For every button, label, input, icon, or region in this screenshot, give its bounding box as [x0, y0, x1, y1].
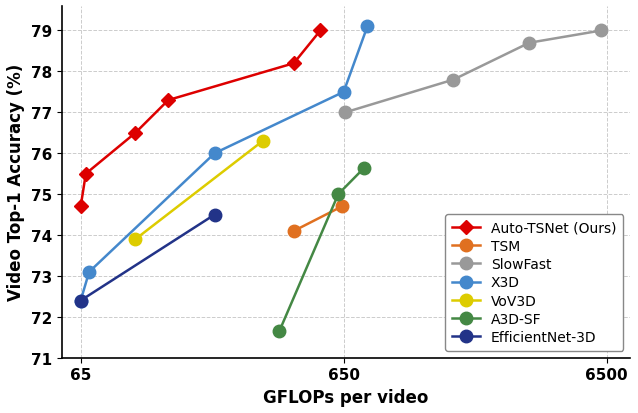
- Auto-TSNet (Ours): [290, 62, 297, 66]
- VoV3D: [259, 139, 267, 144]
- VoV3D: [131, 237, 139, 242]
- SlowFast: [450, 78, 457, 83]
- Line: TSM: TSM: [288, 201, 348, 237]
- Auto-TSNet (Ours): [165, 98, 172, 103]
- Auto-TSNet (Ours): [82, 172, 90, 177]
- Line: X3D: X3D: [75, 21, 374, 307]
- SlowFast: [526, 41, 533, 46]
- Line: A3D-SF: A3D-SF: [273, 162, 371, 337]
- Auto-TSNet (Ours): [316, 29, 324, 34]
- TSM: [290, 229, 297, 234]
- X-axis label: GFLOPs per video: GFLOPs per video: [263, 388, 429, 406]
- X3D: [340, 90, 348, 95]
- TSM: [338, 204, 346, 209]
- Legend: Auto-TSNet (Ours), TSM, SlowFast, X3D, VoV3D, A3D-SF, EfficientNet-3D: Auto-TSNet (Ours), TSM, SlowFast, X3D, V…: [445, 214, 623, 351]
- X3D: [85, 270, 93, 275]
- A3D-SF: [334, 192, 342, 197]
- Auto-TSNet (Ours): [77, 204, 84, 209]
- Line: SlowFast: SlowFast: [339, 25, 607, 119]
- SlowFast: [597, 29, 605, 34]
- SlowFast: [341, 111, 349, 116]
- A3D-SF: [360, 166, 368, 171]
- X3D: [364, 25, 371, 30]
- A3D-SF: [276, 329, 283, 334]
- X3D: [77, 298, 84, 303]
- Line: VoV3D: VoV3D: [130, 135, 269, 246]
- Line: EfficientNet-3D: EfficientNet-3D: [75, 209, 221, 307]
- EfficientNet-3D: [77, 298, 84, 303]
- Line: Auto-TSNet (Ours): Auto-TSNet (Ours): [76, 26, 325, 212]
- X3D: [211, 152, 218, 157]
- Auto-TSNet (Ours): [131, 131, 139, 136]
- EfficientNet-3D: [211, 213, 218, 218]
- Y-axis label: Video Top-1 Accuracy (%): Video Top-1 Accuracy (%): [7, 64, 25, 301]
